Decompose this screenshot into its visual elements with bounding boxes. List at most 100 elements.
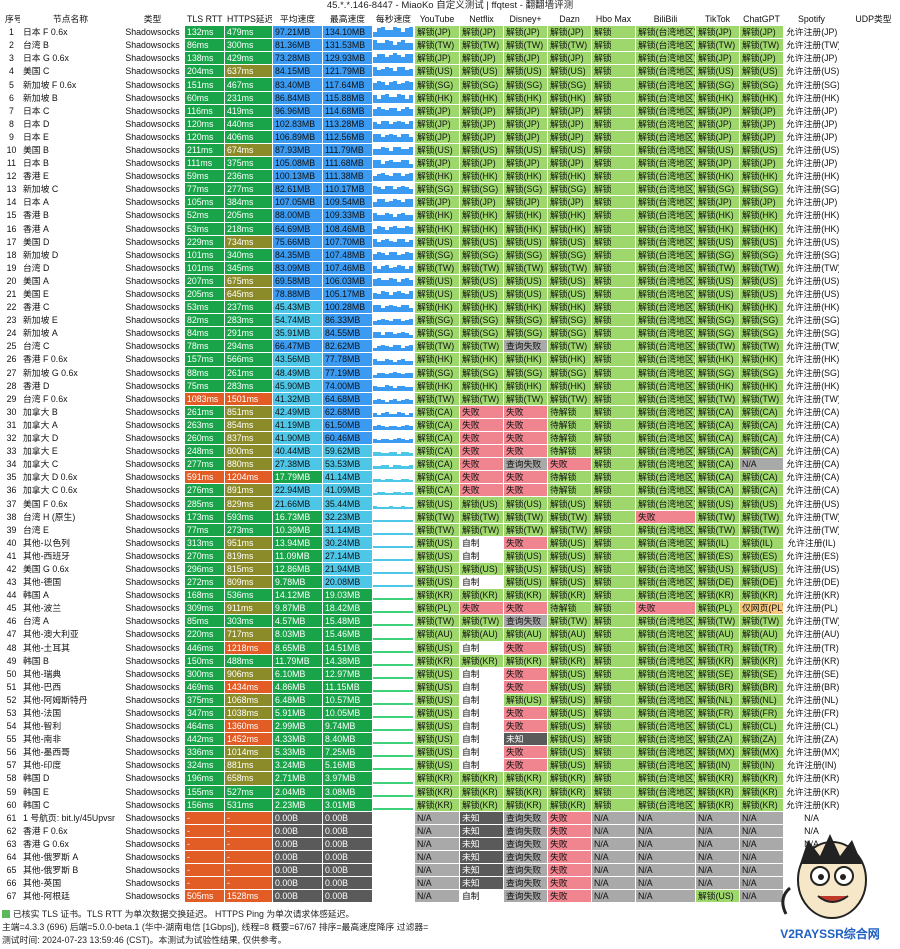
unlock-cell: 解锁(US): [415, 549, 460, 562]
speed-bar: [409, 585, 413, 587]
unlock-cell: 解锁(CA): [740, 432, 784, 445]
unlock-cell: 解锁: [592, 458, 636, 471]
unlock-cell: 解锁(CA): [740, 445, 784, 458]
table-row: 15 香港 B Shadowsocks 52ms 205ms 88.00MB 109.33M…: [3, 209, 900, 222]
node-type: Shadowsocks: [121, 39, 185, 52]
https-latency: 283ms: [225, 314, 273, 327]
unlock-cell: 解锁(DE): [740, 576, 784, 589]
table-row: 39 台湾 E Shadowsocks 77ms 273ms 10.39MB 31.14MB…: [3, 523, 900, 536]
speed-bar: [409, 453, 413, 456]
unlock-cell: 自制: [460, 720, 504, 733]
speed-bar: [409, 638, 413, 640]
row-index: 11: [3, 157, 21, 170]
unlock-cell: 解锁(KR): [415, 798, 460, 811]
unlock-cell: 失败: [504, 471, 548, 484]
table-row: 45 其他-波兰 Shadowsocks 309ms 911ms 9.87MB 18.42M…: [3, 602, 900, 615]
https-latency: 303ms: [225, 615, 273, 628]
speed-bar: [409, 439, 413, 443]
unlock-cell: N/A: [636, 877, 696, 890]
node-type: Shadowsocks: [121, 458, 185, 471]
speed-bar: [409, 361, 413, 365]
speed-bar: [409, 703, 413, 705]
node-type: Shadowsocks: [121, 523, 185, 536]
max-speed: 74.00MB: [323, 379, 373, 392]
unlock-cell: N/A: [696, 811, 740, 824]
row-index: 53: [3, 706, 21, 719]
tls-rtt: 211ms: [185, 143, 225, 156]
unlock-cell: N/A: [636, 864, 696, 877]
unlock-cell: 解锁(HK): [696, 170, 740, 183]
unlock-cell: 解锁: [592, 366, 636, 379]
udp-type: 允许注册(CA): [784, 445, 840, 458]
unlock-cell: 失败: [504, 484, 548, 497]
unlock-cell: 解锁(SG): [740, 248, 784, 261]
table-row: 13 新加坡 C Shadowsocks 77ms 277ms 82.61MB 110.17…: [3, 183, 900, 196]
unlock-cell: 解锁(TW): [460, 523, 504, 536]
avg-speed: 75.66MB: [273, 235, 323, 248]
unlock-cell: 解锁(ES): [696, 549, 740, 562]
unlock-cell: 解锁(HK): [504, 91, 548, 104]
udp-type: 允许注册(PL): [784, 602, 840, 615]
avg-speed: 41.90MB: [273, 432, 323, 445]
unlock-cell: N/A: [415, 890, 460, 903]
row-index: 17: [3, 235, 21, 248]
max-speed: 21.94MB: [323, 562, 373, 575]
speed-sparkline: [373, 680, 415, 693]
unlock-cell: 解锁(台湾地区): [636, 772, 696, 785]
row-index: 37: [3, 497, 21, 510]
max-speed: 82.62MB: [323, 340, 373, 353]
max-speed: 62.68MB: [323, 405, 373, 418]
unlock-cell: 解锁(台湾地区): [636, 733, 696, 746]
max-speed: 115.88MB: [323, 91, 373, 104]
node-name: 其他-英国: [21, 877, 121, 890]
node-type: Shadowsocks: [121, 851, 185, 864]
tls-rtt: 204ms: [185, 65, 225, 78]
unlock-cell: 解锁(KR): [504, 772, 548, 785]
col-header: Hbo Max: [592, 13, 636, 26]
tls-rtt: 446ms: [185, 641, 225, 654]
unlock-cell: 解锁(NL): [740, 693, 784, 706]
unlock-cell: 解锁(US): [548, 667, 592, 680]
unlock-cell: 解锁(US): [415, 562, 460, 575]
avg-speed: 6.10MB: [273, 667, 323, 680]
unlock-cell: 解锁: [592, 287, 636, 300]
https-latency: 440ms: [225, 117, 273, 130]
unlock-cell: 未知: [460, 864, 504, 877]
unlock-cell: 解锁(US): [548, 497, 592, 510]
unlock-cell: 解锁(US): [696, 65, 740, 78]
tls-rtt: 248ms: [185, 445, 225, 458]
avg-speed: 8.03MB: [273, 628, 323, 641]
node-type: Shadowsocks: [121, 628, 185, 641]
unlock-cell: 自制: [460, 680, 504, 693]
unlock-cell: 解锁(HK): [696, 301, 740, 314]
max-speed: 111.79MB: [323, 143, 373, 156]
https-latency: 205ms: [225, 209, 273, 222]
unlock-cell: 解锁(SG): [696, 248, 740, 261]
table-row: 57 其他-印度 Shadowsocks 324ms 881ms 3.24MB 5.16MB…: [3, 759, 900, 772]
max-speed: 84.55MB: [323, 327, 373, 340]
unlock-cell: 解锁(US): [504, 562, 548, 575]
tls-rtt: 150ms: [185, 654, 225, 667]
table-row: 21 美国 E Shadowsocks 205ms 645ms 78.88MB 105.17…: [3, 287, 900, 300]
avg-speed: 83.09MB: [273, 261, 323, 274]
speed-bar: [409, 266, 413, 273]
node-type: Shadowsocks: [121, 314, 185, 327]
speed-sparkline: [373, 261, 415, 274]
https-latency: 809ms: [225, 576, 273, 589]
avg-speed: 21.66MB: [273, 497, 323, 510]
unlock-cell: 解锁(台湾地区): [636, 366, 696, 379]
avg-speed: 9.87MB: [273, 602, 323, 615]
row-index: 2: [3, 39, 21, 52]
node-type: Shadowsocks: [121, 274, 185, 287]
unlock-cell: 待解锁: [548, 432, 592, 445]
udp-type: 允许注册(US): [784, 562, 840, 575]
speed-sparkline: [373, 52, 415, 65]
node-type: Shadowsocks: [121, 405, 185, 418]
udp-type: 允许注册(KR): [784, 798, 840, 811]
avg-speed: 2.71MB: [273, 772, 323, 785]
unlock-cell: 解锁(台湾地区): [636, 497, 696, 510]
row-index: 25: [3, 340, 21, 353]
unlock-cell: 查询失败: [504, 824, 548, 837]
table-row: 19 台湾 D Shadowsocks 101ms 345ms 83.09MB 107.46…: [3, 261, 900, 274]
node-name: 美国 F 0.6x: [21, 497, 121, 510]
